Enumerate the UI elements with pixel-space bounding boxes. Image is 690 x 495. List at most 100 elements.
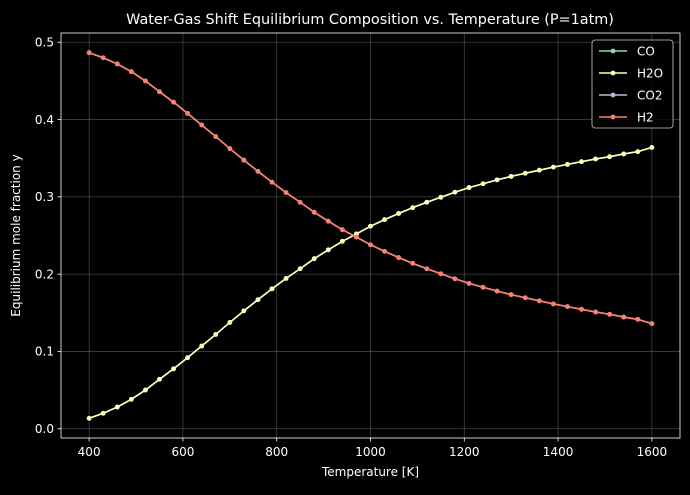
series-h2o xyxy=(86,144,655,421)
data-point-h2 xyxy=(213,134,219,139)
legend-label: H2 xyxy=(637,110,654,124)
data-point-h2o xyxy=(579,159,584,165)
data-point-h2 xyxy=(255,168,261,174)
x-tick-label: 1000 xyxy=(355,445,386,459)
x-tick-label: 1600 xyxy=(637,445,668,459)
data-point-h2o xyxy=(199,343,205,349)
data-point-h2 xyxy=(621,314,627,320)
legend-swatch-marker xyxy=(610,114,616,120)
y-tick-label: 0.5 xyxy=(35,36,54,50)
data-point-h2o xyxy=(297,266,303,272)
data-point-h2o xyxy=(213,332,219,337)
data-point-h2o xyxy=(382,217,387,223)
data-point-h2 xyxy=(269,179,275,185)
grid xyxy=(61,33,680,438)
legend-swatch-marker xyxy=(610,92,616,98)
data-point-h2 xyxy=(452,276,458,282)
data-point-h2o xyxy=(607,154,613,160)
legend-item-co: CO xyxy=(599,44,655,58)
legend-label: CO2 xyxy=(637,88,662,102)
data-point-h2 xyxy=(283,190,289,196)
legend-box xyxy=(591,39,674,129)
data-point-h2o xyxy=(241,308,247,314)
axis-ticks: 400 600 800 1000 1200 1400 1600 0.0 0.1 0.2 0.3 0.4… xyxy=(35,36,667,459)
legend-item-h2: H2 xyxy=(599,110,654,124)
data-point-h2 xyxy=(565,304,570,310)
x-tick-label: 1200 xyxy=(449,445,480,459)
data-point-h2o xyxy=(508,173,514,179)
data-point-h2 xyxy=(494,288,500,294)
data-point-h2o xyxy=(185,355,191,361)
data-point-h2 xyxy=(185,110,191,116)
data-point-h2 xyxy=(593,309,598,315)
data-point-h2o xyxy=(424,199,430,205)
legend-item-co2: CO2 xyxy=(599,88,662,102)
data-point-h2 xyxy=(649,321,655,327)
data-point-h2 xyxy=(635,316,641,322)
data-point-h2 xyxy=(438,271,444,277)
data-point-h2 xyxy=(100,55,106,61)
data-point-h2 xyxy=(241,157,247,163)
data-point-h2o xyxy=(466,185,472,190)
legend-swatch-marker xyxy=(610,48,616,54)
data-point-h2o xyxy=(536,167,542,173)
y-tick-label: 0.4 xyxy=(35,113,54,127)
data-point-h2 xyxy=(171,99,176,105)
data-point-h2 xyxy=(579,306,584,312)
data-point-h2o xyxy=(100,410,106,416)
data-point-h2 xyxy=(410,260,416,266)
data-point-h2 xyxy=(396,255,402,260)
data-point-h2 xyxy=(325,218,331,224)
data-point-h2o xyxy=(171,366,176,372)
data-point-h2 xyxy=(550,301,556,307)
data-point-h2 xyxy=(339,227,345,233)
data-point-h2o xyxy=(143,387,148,393)
data-point-h2 xyxy=(480,284,486,290)
data-point-h2o xyxy=(452,189,458,195)
data-point-h2 xyxy=(508,292,514,298)
legend-swatch-marker xyxy=(610,70,616,76)
data-point-h2o xyxy=(227,320,233,325)
data-point-h2o xyxy=(339,238,345,244)
chart-title: Water-Gas Shift Equilibrium Composition … xyxy=(126,12,614,28)
data-point-h2o xyxy=(438,194,444,200)
y-tick-label: 0.2 xyxy=(35,267,54,281)
data-point-h2 xyxy=(522,295,528,301)
legend: CO H2O CO2 H2 xyxy=(591,39,674,129)
data-point-h2o xyxy=(649,144,655,150)
data-point-h2o xyxy=(396,211,402,216)
data-point-h2 xyxy=(424,266,430,272)
data-point-h2 xyxy=(157,89,162,95)
y-tick-label: 0.0 xyxy=(35,422,54,436)
data-point-h2 xyxy=(143,78,148,84)
data-point-h2o xyxy=(86,415,92,421)
legend-label: CO xyxy=(637,44,655,58)
legend-item-h2o: H2O xyxy=(599,66,663,80)
data-point-h2 xyxy=(607,311,613,317)
data-point-h2 xyxy=(311,209,317,215)
data-point-h2 xyxy=(354,234,359,240)
data-point-h2 xyxy=(86,50,92,56)
data-point-h2 xyxy=(466,281,472,286)
y-tick-label: 0.1 xyxy=(35,345,54,359)
x-tick-label: 600 xyxy=(171,445,194,459)
data-point-h2o xyxy=(368,223,373,229)
data-point-h2o xyxy=(114,404,120,410)
data-point-h2o xyxy=(255,297,261,303)
y-tick-label: 0.3 xyxy=(35,190,54,204)
data-point-h2o xyxy=(635,149,641,155)
legend-label: H2O xyxy=(637,66,663,80)
x-tick-label: 800 xyxy=(265,445,288,459)
x-axis-label: Temperature [K] xyxy=(321,465,419,479)
data-point-h2 xyxy=(114,61,120,67)
data-point-h2o xyxy=(480,181,486,187)
data-point-h2o xyxy=(565,161,570,167)
series-layer xyxy=(86,50,655,421)
data-point-h2o xyxy=(325,247,331,253)
series-h2 xyxy=(86,50,655,327)
data-point-h2o xyxy=(128,396,134,402)
data-point-h2o xyxy=(522,170,528,176)
data-point-h2 xyxy=(297,199,303,205)
data-point-h2 xyxy=(199,122,205,128)
